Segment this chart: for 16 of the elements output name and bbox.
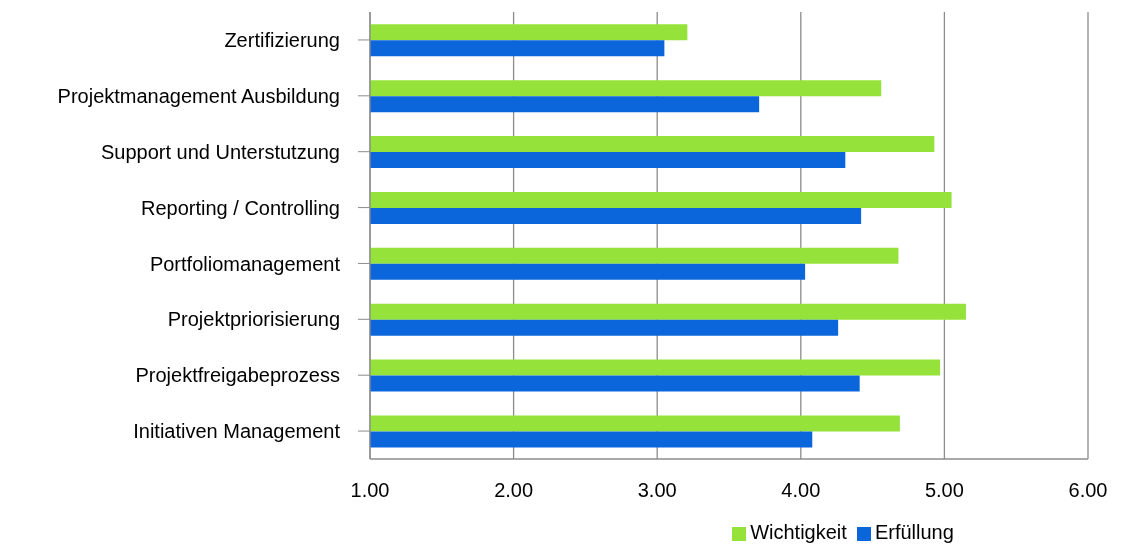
legend-label: Wichtigkeit <box>750 521 847 543</box>
y-tick-label: Projektpriorisierung <box>167 308 340 331</box>
x-tick-label: 6.00 <box>1068 479 1108 502</box>
x-tick-label: 5.00 <box>924 479 964 502</box>
y-tick-label: Support und Unterstutzung <box>100 140 340 163</box>
y-tick-label: Initiativen Management <box>133 420 341 443</box>
x-tick-label: 3.00 <box>637 479 677 502</box>
x-tick-label: 4.00 <box>781 479 821 502</box>
x-tick-label: 1.00 <box>350 479 390 502</box>
y-tick-label: Zertifizierung <box>224 29 340 52</box>
y-tick-label: Reporting / Controlling <box>141 196 340 219</box>
y-tick-label: Projektfreigabeprozess <box>135 364 340 387</box>
y-tick-label: Projektmanagement Ausbildung <box>57 84 340 107</box>
x-tick-label: 2.00 <box>494 479 534 502</box>
y-tick-label: Portfoliomanagement <box>149 252 341 275</box>
legend-label: Erfüllung <box>874 521 954 543</box>
